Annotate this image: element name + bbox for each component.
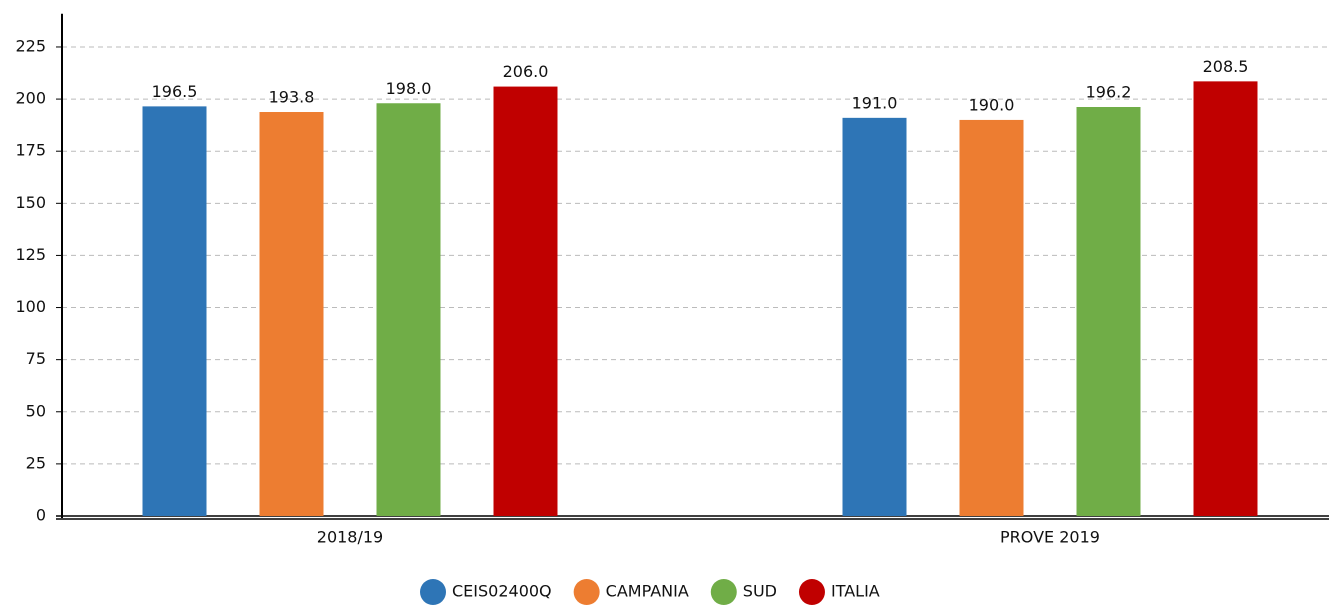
- legend-marker: [798, 579, 825, 605]
- value-label: 206.0: [503, 62, 549, 81]
- y-tick-label: 100: [15, 297, 46, 316]
- bar: [493, 86, 558, 516]
- bar: [959, 119, 1024, 516]
- bar: [1076, 107, 1141, 516]
- y-tick-label: 50: [26, 401, 46, 420]
- value-label: 196.5: [152, 82, 198, 101]
- y-tick-label: 125: [15, 245, 46, 264]
- y-tick-label: 175: [15, 141, 46, 160]
- value-label: 198.0: [386, 79, 432, 98]
- x-tick-label: 2018/19: [317, 528, 383, 547]
- legend-label: SUD: [743, 582, 777, 601]
- y-tick-label: 225: [15, 36, 46, 55]
- value-label: 196.2: [1086, 83, 1132, 102]
- bar: [1193, 81, 1258, 516]
- bar: [842, 117, 907, 517]
- legend-label: CAMPANIA: [606, 582, 689, 601]
- bar: [142, 106, 207, 517]
- legend-label: ITALIA: [831, 582, 880, 601]
- legend-marker: [710, 579, 737, 605]
- value-label: 191.0: [852, 93, 898, 112]
- value-label: 190.0: [969, 95, 1015, 114]
- legend-label: CEIS02400Q: [452, 582, 552, 601]
- legend-marker: [573, 579, 600, 605]
- y-tick-label: 25: [26, 453, 46, 472]
- bar: [376, 103, 441, 516]
- x-tick-label: PROVE 2019: [1000, 528, 1100, 547]
- y-tick-label: 0: [36, 506, 46, 525]
- y-tick-label: 150: [15, 193, 46, 212]
- bar: [259, 112, 324, 516]
- value-label: 208.5: [1203, 57, 1249, 76]
- legend-marker: [420, 579, 446, 605]
- y-tick-label: 75: [26, 349, 46, 368]
- value-label: 193.8: [269, 88, 315, 107]
- y-tick-label: 200: [15, 89, 46, 108]
